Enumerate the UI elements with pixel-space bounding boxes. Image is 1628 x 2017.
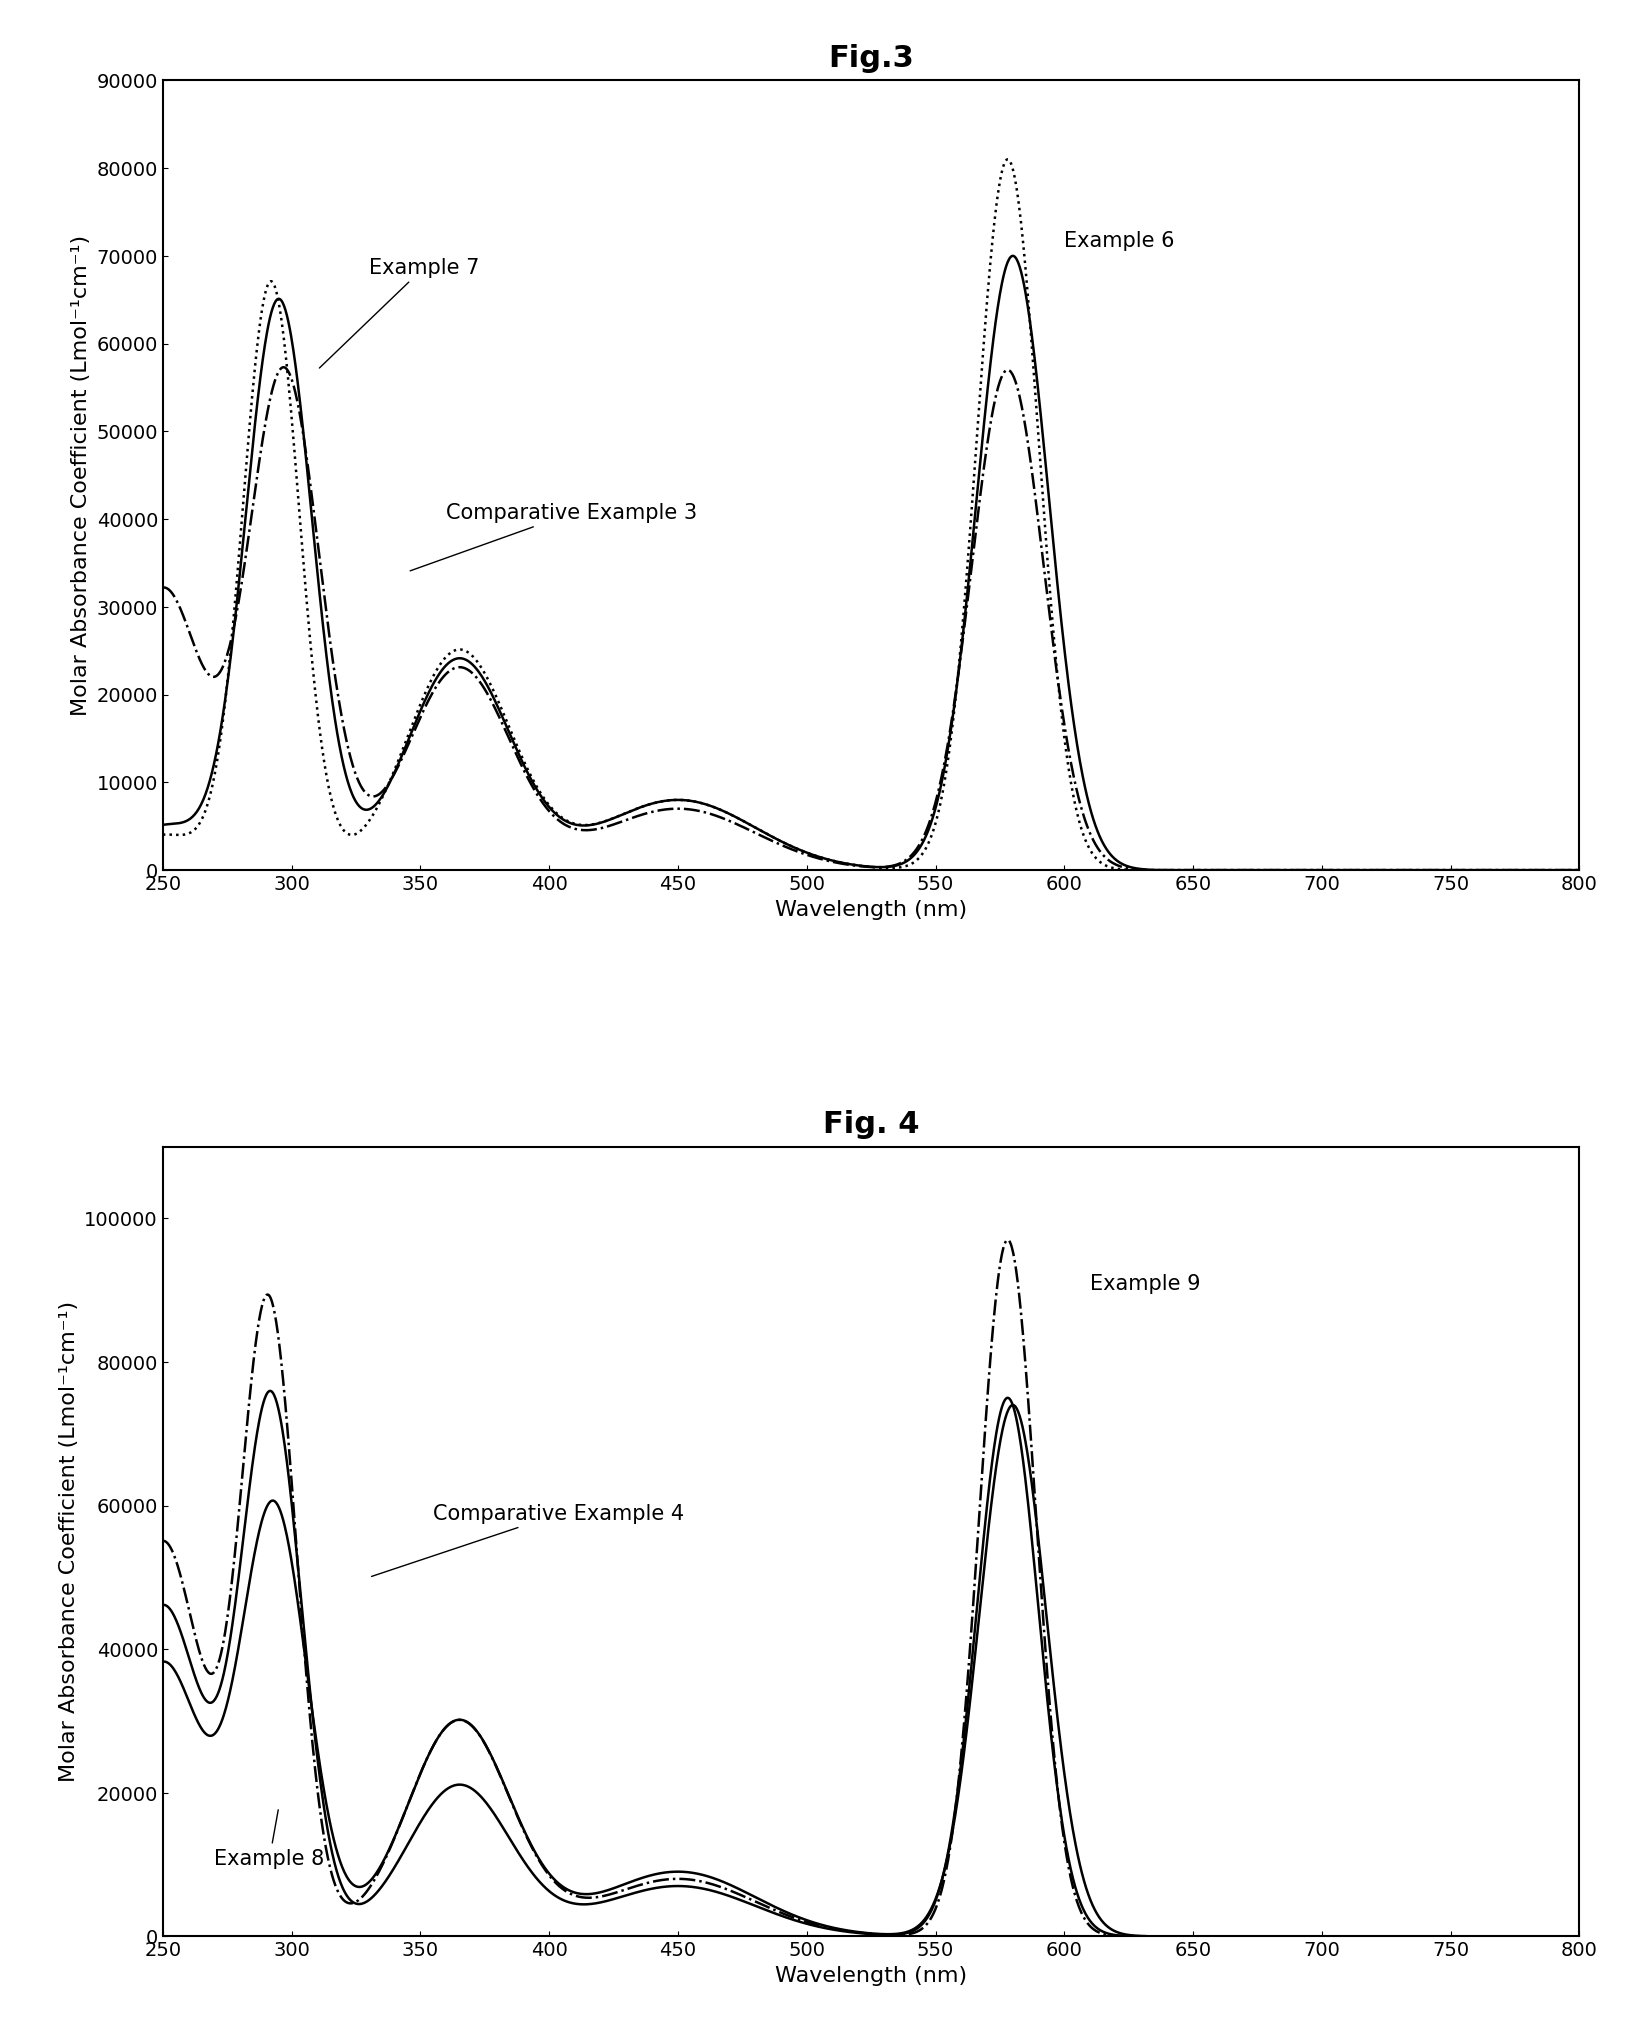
X-axis label: Wavelength (nm): Wavelength (nm) [775,900,967,920]
Text: Example 9: Example 9 [1089,1275,1200,1295]
Text: Comparative Example 4: Comparative Example 4 [371,1505,684,1577]
Text: Example 6: Example 6 [1065,232,1174,252]
Text: Comparative Example 3: Comparative Example 3 [410,504,697,571]
Y-axis label: Molar Absorbance Coefficient (Lmol⁻¹cm⁻¹): Molar Absorbance Coefficient (Lmol⁻¹cm⁻¹… [72,234,91,716]
Y-axis label: Molar Absorbance Coefficient (Lmol⁻¹cm⁻¹): Molar Absorbance Coefficient (Lmol⁻¹cm⁻¹… [59,1301,78,1783]
Title: Fig. 4: Fig. 4 [822,1109,920,1140]
Text: Example 8: Example 8 [215,1809,324,1868]
X-axis label: Wavelength (nm): Wavelength (nm) [775,1967,967,1985]
Text: Example 7: Example 7 [319,258,479,369]
Title: Fig.3: Fig.3 [829,44,913,73]
